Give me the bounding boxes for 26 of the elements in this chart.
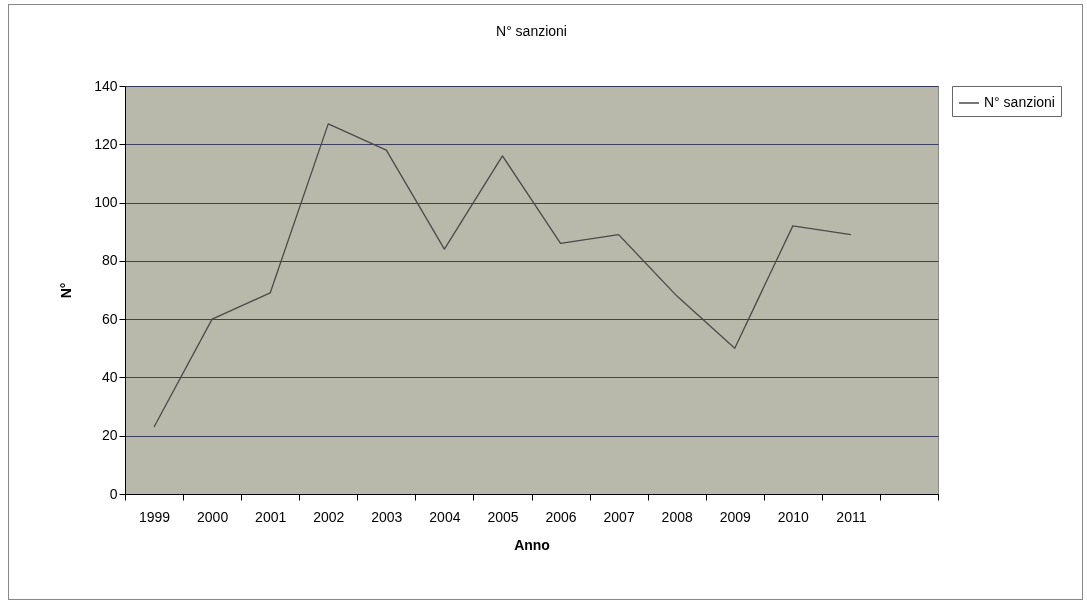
x-tick-label: 2001 bbox=[255, 508, 287, 525]
x-tick-label: 2008 bbox=[661, 508, 693, 525]
y-tick-label: 80 bbox=[101, 252, 118, 269]
x-tick-label: 2009 bbox=[719, 508, 752, 525]
x-tick-label: 2000 bbox=[197, 508, 229, 525]
x-tick-label: 2007 bbox=[603, 508, 635, 525]
x-axis-title: Anno bbox=[514, 536, 550, 553]
x-tick-label: 2002 bbox=[313, 508, 345, 525]
y-tick-label: 20 bbox=[101, 427, 118, 444]
y-axis-title: N° bbox=[58, 282, 75, 299]
x-tick-label: 2004 bbox=[429, 508, 461, 525]
y-tick-label: 0 bbox=[109, 485, 118, 502]
legend-label: N° sanzioni bbox=[984, 94, 1055, 110]
y-tick-label: 60 bbox=[101, 310, 118, 327]
x-tick-label: 2003 bbox=[371, 508, 403, 525]
x-tick-label: 2011 bbox=[836, 508, 867, 525]
line-series bbox=[153, 123, 852, 428]
x-tick-label: 2006 bbox=[545, 508, 577, 525]
y-tick-label: 120 bbox=[94, 135, 118, 152]
y-tick-label: 100 bbox=[94, 194, 118, 211]
y-tick-label: 40 bbox=[101, 368, 118, 385]
x-tick-label: 2005 bbox=[487, 508, 519, 525]
chart-title: N° sanzioni bbox=[496, 23, 567, 39]
x-tick-label: 1999 bbox=[138, 508, 171, 525]
x-tick-label: 2010 bbox=[777, 508, 810, 525]
y-tick-label: 140 bbox=[94, 77, 118, 94]
